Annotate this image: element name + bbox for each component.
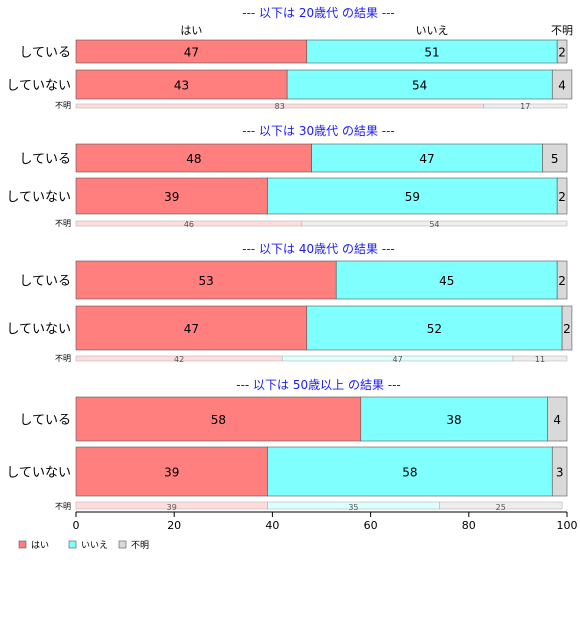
legend-swatch-unknown xyxy=(118,540,127,549)
bar-value-label: 2 xyxy=(558,190,566,204)
panel-title: --- 以下は 40歳代 の結果 --- xyxy=(242,242,395,256)
bar-segment-unknown xyxy=(556,39,568,64)
unknown-row-label: 不明 xyxy=(55,502,71,511)
bar-value-label: 53 xyxy=(198,274,213,288)
bar-segment-yes xyxy=(75,260,337,300)
bar-segment-no xyxy=(306,305,563,351)
bar-value-label: 38 xyxy=(446,413,461,427)
bar-segment-yes xyxy=(75,177,268,215)
x-tick-label: 100 xyxy=(557,519,578,532)
bar-value-label: 59 xyxy=(405,190,420,204)
unknown-value-label: 17 xyxy=(520,102,530,111)
bar-segment-unknown xyxy=(556,177,568,215)
unknown-value-label: 35 xyxy=(348,503,358,512)
unknown-segment-unknown xyxy=(483,103,568,109)
unknown-value-label: 42 xyxy=(174,355,184,364)
unknown-value-label: 47 xyxy=(393,355,403,364)
bar-segment-unknown xyxy=(542,143,568,173)
bar-value-label: 3 xyxy=(556,466,564,480)
bar-segment-unknown xyxy=(547,396,568,442)
panel-title: --- 以下は 20歳代 の結果 --- xyxy=(242,6,395,20)
unknown-value-label: 25 xyxy=(496,503,506,512)
column-header-yes: はい xyxy=(180,24,202,37)
bar-value-label: 58 xyxy=(211,413,226,427)
bar-segment-no xyxy=(335,260,558,300)
bar-segment-yes xyxy=(75,143,312,173)
bar-value-label: 47 xyxy=(184,46,199,60)
x-tick-label: 20 xyxy=(167,519,181,532)
unknown-value-label: 83 xyxy=(275,102,285,111)
bar-value-label: 45 xyxy=(439,274,454,288)
legend-label-no: いいえ xyxy=(81,540,108,551)
bar-segment-no xyxy=(267,177,558,215)
bar-value-label: 47 xyxy=(184,322,199,336)
x-tick-label: 0 xyxy=(73,519,80,532)
row-label: している xyxy=(19,413,71,428)
bar-value-label: 51 xyxy=(424,46,439,60)
bar-value-label: 4 xyxy=(553,413,561,427)
legend-swatch-no xyxy=(68,540,77,549)
bar-value-label: 58 xyxy=(402,466,417,480)
unknown-row-label: 不明 xyxy=(55,219,71,228)
unknown-segment-unknown xyxy=(301,220,568,227)
bar-value-label: 39 xyxy=(164,466,179,480)
bar-segment-no xyxy=(286,69,553,100)
x-tick-label: 80 xyxy=(462,519,476,532)
bar-value-label: 2 xyxy=(558,274,566,288)
panel-title: --- 以下は 50歳以上 の結果 --- xyxy=(236,378,401,392)
row-label: している xyxy=(19,274,71,289)
bar-segment-yes xyxy=(75,396,362,442)
unknown-value-label: 46 xyxy=(184,220,194,229)
bar-segment-unknown xyxy=(551,69,573,100)
legend-label-unknown: 不明 xyxy=(131,540,149,551)
bar-value-label: 4 xyxy=(558,79,566,93)
unknown-value-label: 39 xyxy=(167,503,177,512)
bar-segment-yes xyxy=(75,446,268,497)
bar-segment-unknown xyxy=(556,260,568,300)
legend-swatch-yes xyxy=(18,540,27,549)
row-label: していない xyxy=(6,190,71,205)
bar-segment-no xyxy=(360,396,548,442)
bar-value-label: 2 xyxy=(558,46,566,60)
unknown-row-label: 不明 xyxy=(55,354,71,363)
row-label: していない xyxy=(6,466,71,481)
column-header-unknown: 不明 xyxy=(551,24,573,37)
row-label: していない xyxy=(6,322,71,337)
bar-segment-unknown xyxy=(561,305,573,351)
bar-value-label: 39 xyxy=(164,190,179,204)
x-tick-label: 60 xyxy=(364,519,378,532)
unknown-row-label: 不明 xyxy=(55,101,71,110)
x-tick-label: 40 xyxy=(265,519,279,532)
bar-segment-no xyxy=(267,446,553,497)
bar-value-label: 54 xyxy=(412,79,427,93)
unknown-value-label: 11 xyxy=(535,355,545,364)
column-header-no: いいえ xyxy=(415,24,448,37)
legend-label-yes: はい xyxy=(31,540,49,551)
row-label: している xyxy=(19,152,71,167)
unknown-value-label: 54 xyxy=(429,220,439,229)
bar-value-label: 52 xyxy=(427,322,442,336)
bar-value-label: 47 xyxy=(419,152,434,166)
bar-value-label: 43 xyxy=(174,79,189,93)
bar-value-label: 5 xyxy=(551,152,559,166)
bar-value-label: 48 xyxy=(186,152,201,166)
unknown-segment-unknown xyxy=(512,355,568,362)
bar-value-label: 2 xyxy=(563,322,571,336)
unknown-segment-unknown xyxy=(439,501,563,510)
row-label: していない xyxy=(6,79,71,94)
panel-title: --- 以下は 30歳代 の結果 --- xyxy=(242,124,395,138)
bar-segment-yes xyxy=(75,305,308,351)
row-label: している xyxy=(19,46,71,61)
bar-segment-unknown xyxy=(551,446,568,497)
